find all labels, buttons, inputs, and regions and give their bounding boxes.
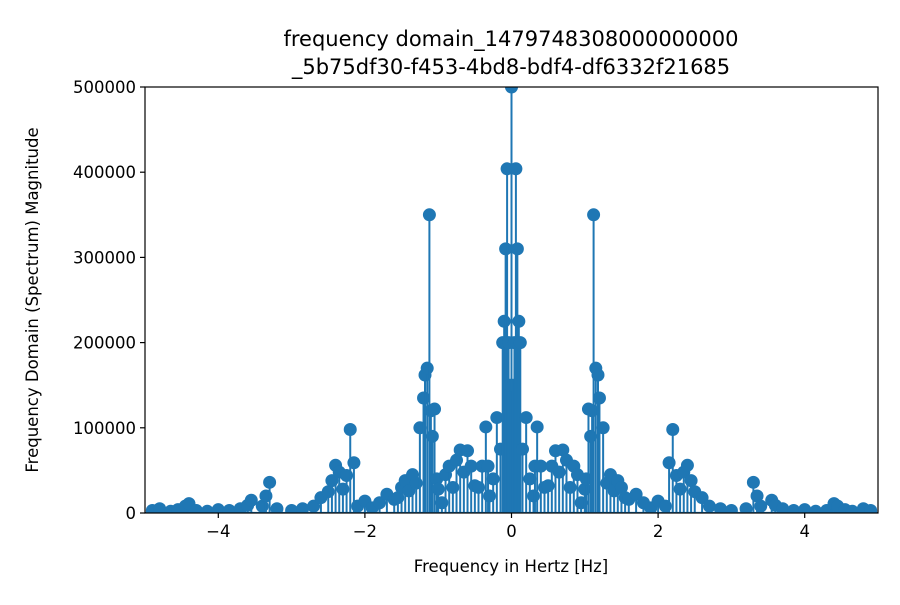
stem-marker <box>512 314 526 328</box>
stem-marker <box>499 242 513 256</box>
x-tick-label: 2 <box>653 522 664 541</box>
stem-marker <box>713 502 727 513</box>
stem-marker <box>591 368 605 382</box>
stem-marker <box>153 502 167 513</box>
stem-marker <box>523 472 537 486</box>
stem-marker <box>513 336 527 350</box>
stem-marker <box>579 472 593 486</box>
stem-marker <box>534 459 548 473</box>
stem-marker <box>596 421 610 435</box>
stem-marker <box>684 474 698 488</box>
stem-marker <box>347 456 361 470</box>
chart-title-line-2: _5b75df30-f453-4bd8-bdf4-df6332f21685 <box>291 55 730 80</box>
stem-marker <box>556 443 570 457</box>
stem-marker <box>787 503 801 513</box>
stem-marker <box>754 499 768 513</box>
stem-marker <box>724 503 738 513</box>
y-tick-label: 500000 <box>73 78 136 97</box>
stem-marker <box>270 502 284 513</box>
stem-marker <box>307 499 321 513</box>
x-axis: −4 −2 0 2 4 <box>206 513 810 541</box>
stem-series <box>145 87 878 513</box>
stem-marker <box>200 504 214 513</box>
stem-marker <box>702 499 716 513</box>
stem-marker <box>490 411 504 425</box>
stem-marker <box>497 314 511 328</box>
y-axis-label: Frequency Domain (Spectrum) Magnitude <box>23 127 42 472</box>
stem-marker <box>864 503 878 513</box>
y-tick-label: 400000 <box>73 163 136 182</box>
stem-marker <box>373 496 387 510</box>
stem-marker <box>530 420 544 434</box>
y-tick-label: 200000 <box>73 334 136 353</box>
stem-marker <box>587 208 601 222</box>
stem-marker <box>296 502 310 513</box>
x-tick-label: 0 <box>506 522 517 541</box>
stem-marker <box>666 423 680 437</box>
stem-marker <box>343 423 357 437</box>
stem-marker <box>244 493 258 507</box>
stem-marker <box>614 480 628 494</box>
stem-marker <box>428 402 442 416</box>
y-tick-label: 0 <box>126 504 137 523</box>
stem-marker <box>189 503 203 513</box>
x-axis-label: Frequency in Hertz [Hz] <box>414 557 608 576</box>
stem-marker <box>481 459 495 473</box>
x-tick-label: −2 <box>353 522 377 541</box>
x-tick-label: 4 <box>799 522 810 541</box>
y-tick-label: 100000 <box>73 419 136 438</box>
stem-marker <box>746 475 760 489</box>
stem-marker <box>420 361 434 375</box>
stem-marker <box>739 502 753 513</box>
stem-marker <box>510 242 524 256</box>
stem-marker <box>464 459 478 473</box>
x-tick-label: −4 <box>206 522 230 541</box>
stem-marker <box>629 487 643 501</box>
stem-marker <box>285 503 299 513</box>
stem-marker <box>263 475 277 489</box>
y-tick-label: 300000 <box>73 248 136 267</box>
stem-marker <box>592 391 606 405</box>
stem-marker <box>750 489 764 503</box>
stem-marker <box>845 504 859 513</box>
stem-marker <box>798 503 812 513</box>
stem-marker <box>425 429 439 443</box>
stem-marker <box>431 482 445 496</box>
stem-marker <box>680 458 694 472</box>
stem-marker <box>809 504 823 513</box>
stem-marker <box>479 420 493 434</box>
y-axis: 0 100000 200000 300000 400000 500000 <box>73 78 145 523</box>
stem-marker <box>461 444 475 458</box>
stem-marker <box>695 491 709 505</box>
stem-marker <box>519 411 533 425</box>
stem-marker <box>422 208 436 222</box>
chart-title-line-1: frequency domain_1479748308000000000 <box>283 27 738 52</box>
stem-marker <box>211 503 225 513</box>
stem-marker <box>776 502 790 513</box>
stem-marker <box>505 87 518 94</box>
stem-marker <box>222 503 236 513</box>
stem-marker <box>509 162 523 176</box>
